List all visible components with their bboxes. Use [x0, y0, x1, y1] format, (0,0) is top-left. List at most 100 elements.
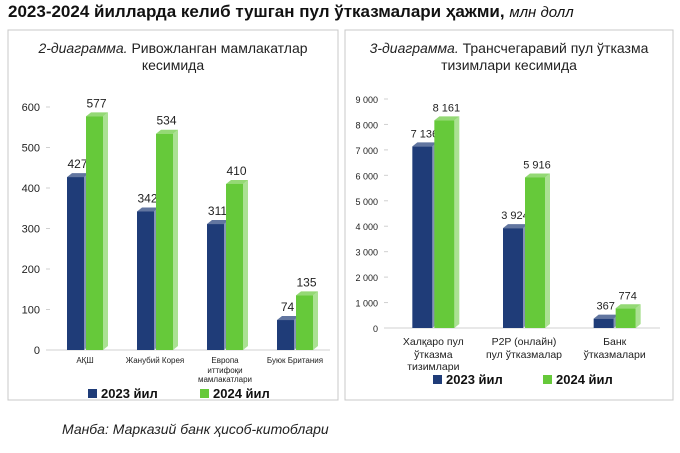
y-tick-label: 8 000: [355, 120, 378, 130]
legend-swatch: [88, 389, 97, 398]
bar-side: [313, 291, 318, 350]
legend-swatch: [200, 389, 209, 398]
x-tick-label-text: Буюк Британия: [266, 356, 324, 365]
value-label: 3 924: [501, 210, 529, 222]
bar-top: [67, 173, 89, 178]
page-title: 2023-2024 йилларда келиб тушган пул ўтка…: [8, 2, 574, 21]
bar: [67, 177, 84, 350]
x-tick-label-box: P2P (онлайн) пул ўтказмалар: [482, 336, 566, 361]
bar: [412, 146, 433, 328]
panel-frame: [344, 29, 674, 401]
bar-top: [525, 173, 550, 178]
value-label: 410: [226, 164, 246, 178]
bar-top: [226, 179, 248, 184]
y-tick-label: 400: [22, 183, 40, 195]
bar-top: [156, 129, 178, 134]
y-tick-label: 500: [22, 143, 40, 155]
panel-frame: [7, 29, 339, 401]
y-tick-label: 0: [34, 345, 40, 357]
legend-label: 2023 йил: [101, 386, 158, 401]
y-tick-label: 6 000: [355, 171, 378, 181]
x-tick-label: Европа иттифоқи мамлакатлари: [193, 356, 257, 385]
y-tick-label: 1 000: [355, 299, 378, 309]
x-tick-label-box: Банк ўтказмалари: [573, 336, 657, 361]
bar-side: [243, 179, 248, 350]
x-tick-label: Буюк Британия: [263, 356, 327, 366]
value-label: 427: [67, 157, 87, 171]
page-title-unit: млн долл: [509, 4, 574, 21]
value-label: 74: [281, 300, 295, 314]
bar-top: [277, 316, 299, 321]
chart-title: 3-диаграмма. Трансчегаравий пул ўтказма …: [355, 40, 663, 74]
chart-title-number: 2-диаграмма.: [38, 40, 128, 56]
y-tick-label: 300: [22, 224, 40, 236]
chart-title-box: 2-диаграмма. Ривожланган мамлакатлар кес…: [18, 40, 328, 74]
bar: [207, 224, 224, 350]
bar-top: [86, 112, 108, 117]
bar: [137, 211, 154, 350]
bar-side: [454, 116, 460, 328]
x-tick-label-box: АҚШ: [53, 356, 117, 366]
legend-label: 2023 йил: [446, 372, 503, 387]
source: Манба: Марказий банк ҳисоб-китоблари: [62, 421, 329, 437]
value-label: 311: [208, 204, 227, 218]
bar-top: [412, 142, 438, 147]
bar: [593, 318, 614, 328]
x-tick-label-text: Халқаро пул ўтказма тизимлари: [402, 336, 464, 374]
chart-title: 2-диаграмма. Ривожланган мамлакатлар кес…: [18, 40, 328, 74]
x-tick-label: Халқаро пул ўтказма тизимлари: [391, 336, 475, 374]
bar-side: [635, 304, 641, 328]
chart-title-box: 3-диаграмма. Трансчегаравий пул ўтказма …: [355, 40, 663, 74]
bar: [503, 228, 523, 328]
x-tick-label: Банк ўтказмалари: [573, 336, 657, 361]
chart-title-number: 3-диаграмма.: [369, 40, 459, 56]
bar-top: [434, 116, 460, 121]
y-tick-label: 9 000: [355, 95, 378, 105]
x-tick-label-box: Европа иттифоқи мамлакатлари: [193, 356, 257, 385]
page-title-text: 2023-2024 йилларда келиб тушган пул ўтка…: [8, 2, 505, 21]
value-label: 342: [137, 191, 157, 205]
x-tick-label-box: Жанубий Корея: [123, 356, 187, 366]
bar: [615, 308, 636, 328]
bar-side: [545, 173, 550, 328]
bar: [525, 177, 545, 328]
bar: [156, 133, 173, 350]
bar-top: [593, 314, 619, 319]
x-tick-label-text: P2P (онлайн) пул ўтказмалар: [485, 336, 563, 361]
value-label: 8 161: [433, 102, 461, 114]
legend-swatch: [543, 375, 552, 384]
x-tick-label-text: Банк ўтказмалари: [583, 336, 646, 361]
y-tick-label: 200: [22, 264, 40, 276]
y-tick-label: 100: [22, 305, 40, 317]
y-tick-label: 7 000: [355, 146, 378, 156]
value-label: 7 136: [411, 128, 439, 140]
y-tick-label: 4 000: [355, 222, 378, 232]
value-label: 135: [296, 275, 316, 289]
legend-swatch: [433, 375, 442, 384]
x-tick-label-text: АҚШ: [76, 356, 94, 365]
x-tick-label: Жанубий Корея: [123, 356, 187, 366]
bar: [434, 120, 455, 328]
bar-top: [615, 304, 641, 309]
bar-top: [137, 207, 159, 212]
legend-label: 2024 йил: [213, 386, 270, 401]
bar-top: [503, 224, 528, 229]
bar-side: [173, 129, 178, 350]
bar: [296, 295, 313, 350]
legend-label: 2024 йил: [556, 372, 613, 387]
bar-top: [296, 291, 318, 296]
y-tick-label: 600: [22, 102, 40, 114]
y-tick-label: 0: [373, 324, 378, 334]
x-tick-label-text: Жанубий Корея: [125, 356, 185, 365]
value-label: 367: [596, 301, 614, 313]
x-tick-label: АҚШ: [53, 356, 117, 366]
value-label: 774: [618, 290, 636, 302]
x-tick-label-box: Халқаро пул ўтказма тизимлари: [391, 336, 475, 374]
y-tick-label: 3 000: [355, 248, 378, 258]
bar-top: [207, 220, 229, 225]
bar: [226, 183, 243, 350]
value-label: 534: [156, 114, 176, 128]
chart-title-text: Трансчегаравий пул ўтказма тизимлари кес…: [441, 40, 649, 73]
x-tick-label: P2P (онлайн) пул ўтказмалар: [482, 336, 566, 361]
